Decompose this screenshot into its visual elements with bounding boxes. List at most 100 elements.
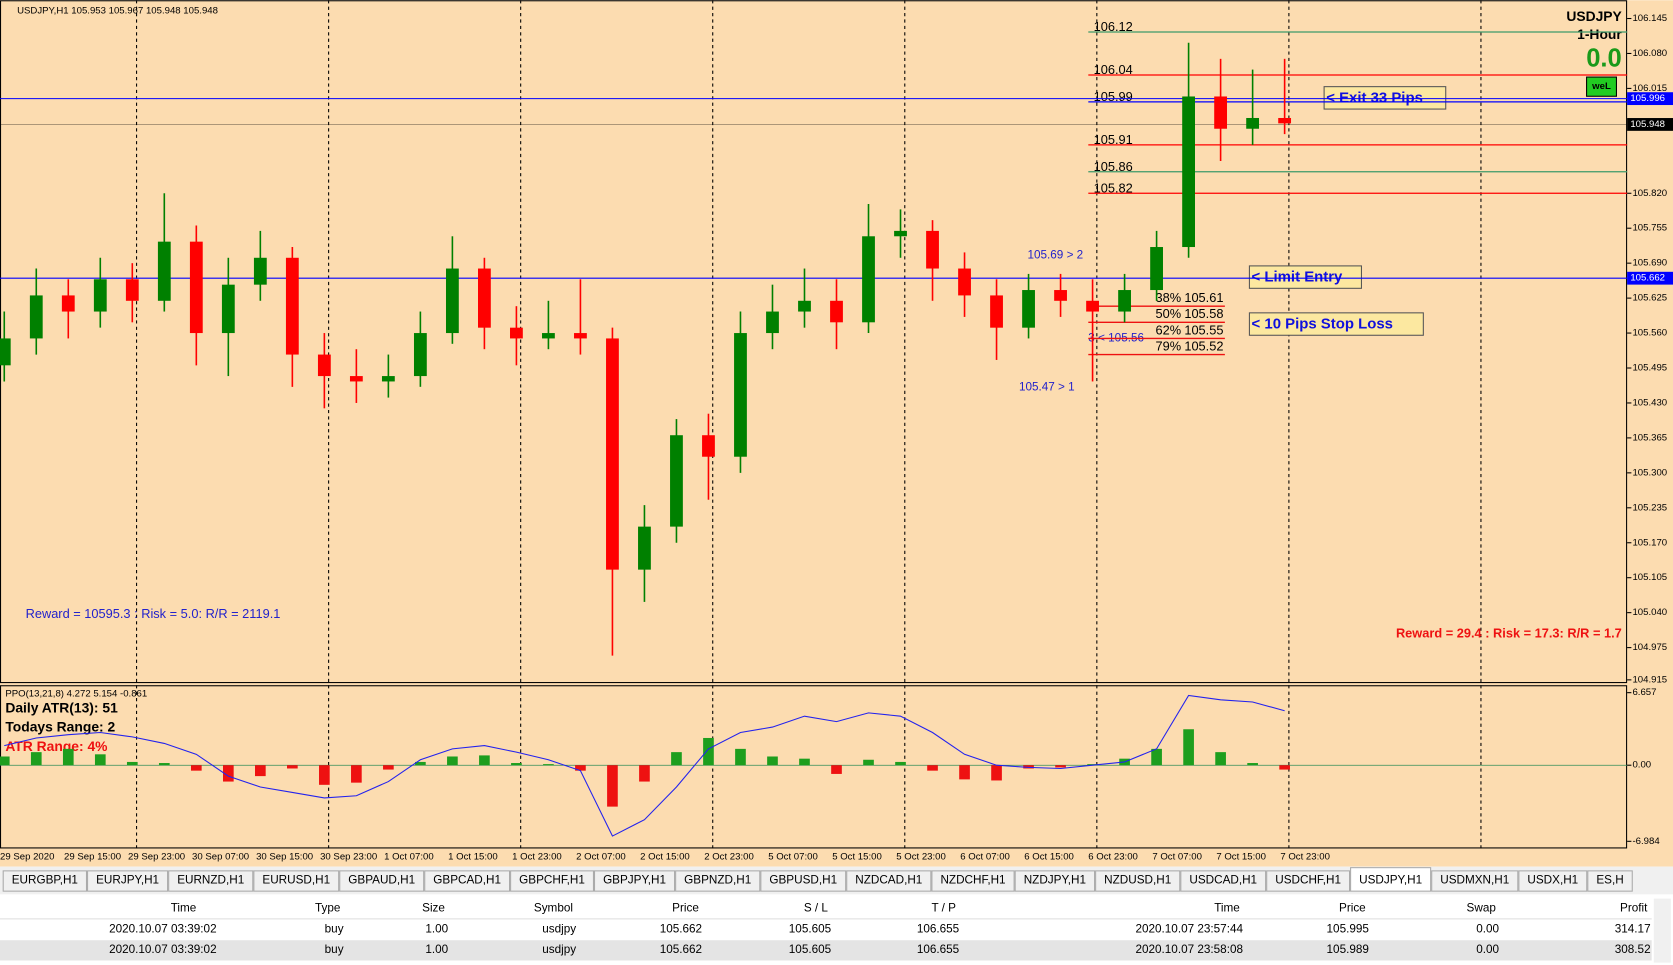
- tab-label[interactable]: NZDCAD,H1: [855, 874, 922, 887]
- ppo-bar: [895, 761, 906, 766]
- table-cell: 106.655: [917, 923, 960, 936]
- candle-body: [317, 354, 331, 377]
- scrollbar[interactable]: [1653, 898, 1671, 963]
- tab-label[interactable]: NZDJPY,H1: [1024, 874, 1086, 887]
- tab[interactable]: [1095, 870, 1181, 892]
- fib-value: 105.58: [1184, 306, 1223, 321]
- tab-label[interactable]: EURJPY,H1: [96, 874, 159, 887]
- candle-body: [1182, 96, 1195, 248]
- table-cell: 105.605: [789, 943, 832, 956]
- tab[interactable]: [424, 870, 511, 892]
- tab[interactable]: [1014, 870, 1096, 892]
- fib-label: 79%: [1156, 338, 1182, 353]
- annotation: 105.47 > 1: [1019, 381, 1075, 394]
- tab-label[interactable]: GBPJPY,H1: [603, 874, 666, 887]
- table-cell: 1.00: [425, 923, 448, 936]
- ppo-bar: [287, 765, 298, 769]
- x-tick-label: 1 Oct 15:00: [448, 852, 498, 863]
- tab-label[interactable]: USDCAD,H1: [1189, 874, 1257, 887]
- tab[interactable]: [1266, 870, 1351, 892]
- tab[interactable]: [593, 870, 676, 892]
- fib-label: 50%: [1156, 306, 1182, 321]
- atr-range: ATR Range: 4%: [5, 738, 107, 754]
- ppo-bar: [30, 752, 42, 766]
- candle-body: [1054, 290, 1067, 301]
- tab[interactable]: [675, 870, 761, 892]
- tab[interactable]: [253, 870, 340, 892]
- tab[interactable]: [1431, 870, 1519, 892]
- ppo-bar: [255, 765, 266, 777]
- tab[interactable]: [1518, 870, 1588, 892]
- candle-body: [1086, 300, 1099, 312]
- y-tick-label: 105.365: [1632, 432, 1667, 443]
- x-tick-label: 29 Sep 2020: [0, 852, 54, 863]
- tab-label[interactable]: GBPNZD,H1: [684, 874, 751, 887]
- ppo-bar: [0, 756, 10, 766]
- candle-body: [798, 300, 811, 312]
- tab-label[interactable]: NZDCHF,H1: [940, 874, 1005, 887]
- tab[interactable]: [510, 870, 594, 892]
- level-label: 105.82: [1094, 180, 1133, 195]
- tab[interactable]: [168, 870, 254, 892]
- tab-label[interactable]: GBPUSD,H1: [769, 874, 837, 887]
- tab-label[interactable]: GBPCHF,H1: [519, 874, 585, 887]
- table-cell: 105.995: [1327, 923, 1370, 936]
- tab[interactable]: [1350, 867, 1432, 892]
- table-header: Type: [315, 901, 340, 914]
- y-tick-label: 105.040: [1632, 607, 1667, 618]
- y-tick-label: 6.657: [1632, 687, 1656, 698]
- table-cell: 314.17: [1615, 923, 1651, 936]
- candle-body: [349, 376, 363, 382]
- y-tick-label: 106.080: [1632, 48, 1667, 59]
- tab-label[interactable]: GBPAUD,H1: [348, 874, 415, 887]
- candle-body: [638, 526, 651, 570]
- tab[interactable]: [846, 870, 932, 892]
- tab-label[interactable]: EURGBP,H1: [12, 874, 78, 887]
- x-tick-label: 2 Oct 23:00: [704, 852, 754, 863]
- level-label: 105.91: [1094, 132, 1133, 147]
- ppo-line: [4, 694, 1285, 837]
- ppo-bar: [991, 765, 1002, 781]
- tab-label[interactable]: GBPCAD,H1: [433, 874, 501, 887]
- tab[interactable]: [339, 870, 425, 892]
- ppo-bar: [447, 756, 458, 766]
- tab-label[interactable]: EURUSD,H1: [262, 874, 330, 887]
- fib-value: 105.61: [1184, 290, 1223, 305]
- table-cell: 105.605: [789, 923, 832, 936]
- ppo-bar: [511, 763, 522, 766]
- tab[interactable]: [1587, 870, 1633, 892]
- sub-frame: [0, 685, 1628, 849]
- candle-body: [574, 333, 587, 339]
- x-tick-label: 6 Oct 07:00: [960, 852, 1010, 863]
- price-marker-box: [1627, 92, 1673, 106]
- candle-body: [862, 236, 875, 323]
- table-header: Price: [1339, 901, 1366, 914]
- table-cell: usdjpy: [542, 943, 576, 956]
- ppo-bar: [767, 756, 778, 766]
- ppo-bar: [927, 765, 938, 771]
- tab-label[interactable]: USDJPY,H1: [1359, 874, 1422, 887]
- ppo-bar: [479, 755, 490, 766]
- tab[interactable]: [760, 870, 847, 892]
- fib-value: 105.55: [1184, 322, 1223, 337]
- atr: Daily ATR(13): 51: [5, 699, 118, 715]
- tab[interactable]: [2, 870, 88, 892]
- tab[interactable]: [87, 870, 169, 892]
- tab-label[interactable]: USDX,H1: [1527, 874, 1578, 887]
- ppo-bar: [703, 737, 714, 766]
- candle-body: [1022, 290, 1035, 328]
- tab-label[interactable]: USDCHF,H1: [1275, 874, 1341, 887]
- tab-label[interactable]: ES,H: [1596, 874, 1623, 887]
- candle-body: [1118, 290, 1131, 312]
- tab-label[interactable]: USDMXN,H1: [1440, 874, 1509, 887]
- price-marker: 105.662: [1630, 273, 1665, 284]
- candle-body: [606, 338, 619, 570]
- tab-label[interactable]: EURNZD,H1: [177, 874, 244, 887]
- y-tick-label: 104.975: [1632, 642, 1667, 653]
- tab-label[interactable]: NZDUSD,H1: [1104, 874, 1171, 887]
- x-tick-label: 2 Oct 15:00: [640, 852, 690, 863]
- tab[interactable]: [1180, 870, 1267, 892]
- tab[interactable]: [931, 870, 1015, 892]
- x-tick-label: 1 Oct 23:00: [512, 852, 562, 863]
